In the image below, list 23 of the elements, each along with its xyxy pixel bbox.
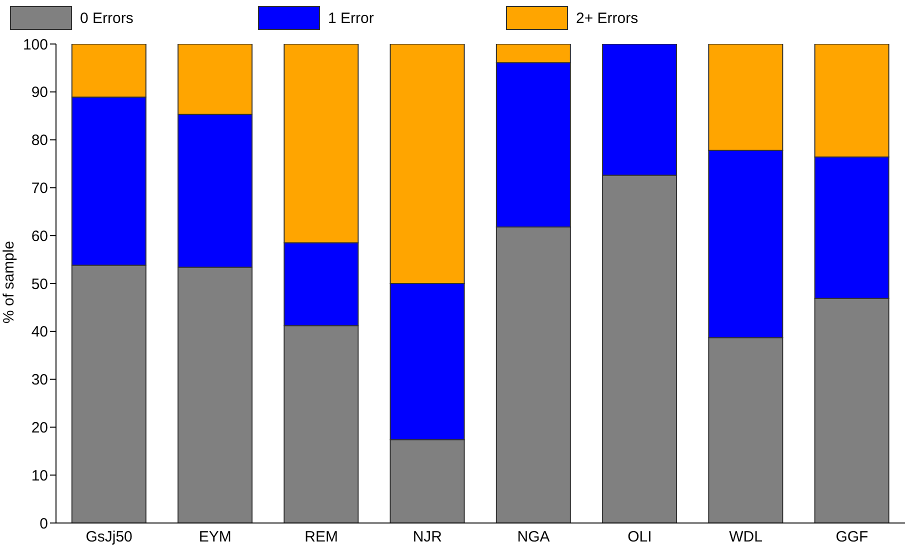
y-tick-label: 100 — [22, 36, 48, 54]
x-tick-label: NJR — [412, 528, 442, 546]
y-tick-label: 50 — [31, 276, 48, 293]
y-tick-label: 20 — [31, 420, 48, 437]
x-tick-label: OLI — [628, 528, 652, 546]
legend-label: 1 Error — [328, 10, 374, 26]
legend-label: 0 Errors — [80, 10, 134, 26]
y-tick-label: 90 — [31, 84, 48, 102]
x-tick-label: GGF — [836, 528, 868, 546]
x-tick-label: REM — [304, 528, 338, 546]
y-tick-label: 0 — [40, 515, 48, 532]
y-axis-title: % of sample — [0, 240, 18, 324]
y-tick-label: 30 — [31, 372, 48, 389]
y-tick-label: 10 — [31, 467, 48, 484]
legend-label: 2+ Errors — [576, 10, 638, 26]
x-tick-label: WDL — [729, 528, 762, 546]
x-tick-label: NGA — [517, 528, 550, 546]
y-tick-label: 40 — [31, 324, 48, 341]
x-tick-label: EYM — [198, 528, 232, 546]
x-tick-label: GsJj50 — [86, 528, 132, 546]
y-tick-label: 70 — [31, 180, 48, 198]
y-tick-label: 80 — [31, 132, 48, 150]
y-tick-label: 60 — [31, 228, 48, 245]
